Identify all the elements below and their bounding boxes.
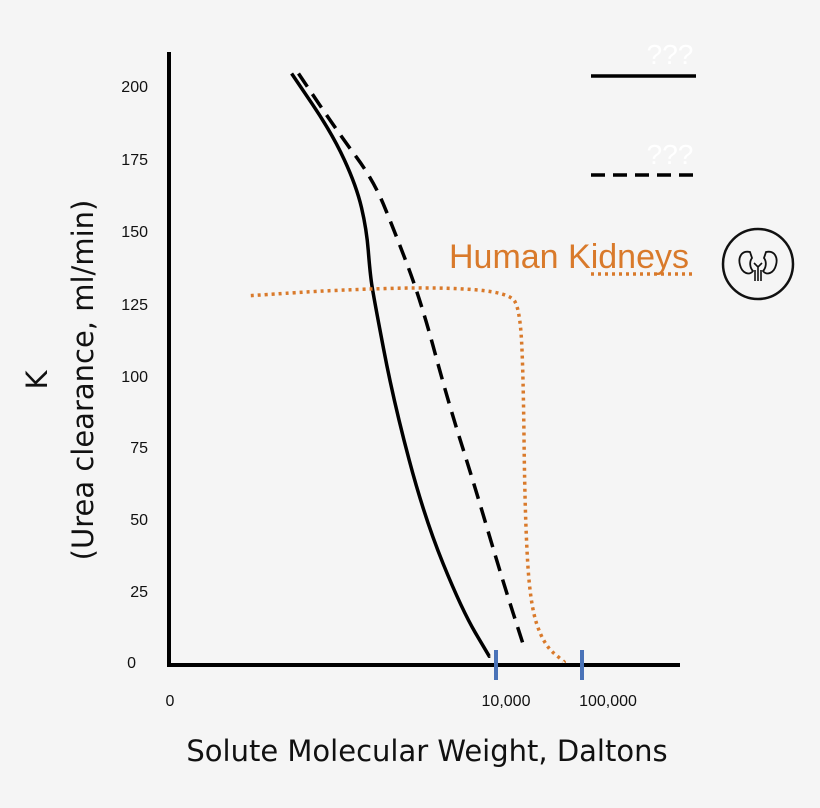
y-tick-label: 175 bbox=[121, 152, 148, 169]
y-tick-label: 150 bbox=[121, 224, 148, 241]
kidney-icon bbox=[721, 227, 795, 301]
y-axis-title-line1: K bbox=[20, 370, 54, 390]
x-tick-label: 0 bbox=[166, 693, 175, 710]
x-tick-label: 10,000 bbox=[482, 693, 531, 710]
y-tick-label: 200 bbox=[121, 79, 148, 96]
y-tick-labels: 200 175 150 125 100 75 50 25 0 bbox=[121, 79, 148, 672]
y-axis-title-group: K (Urea clearance, ml/min) bbox=[20, 200, 100, 561]
legend-label-solid: ??? bbox=[647, 39, 694, 70]
y-tick-label: 25 bbox=[130, 584, 148, 601]
legend-label-human-kidneys: Human Kidneys bbox=[449, 238, 689, 276]
y-tick-label: 75 bbox=[130, 440, 148, 457]
series-line-dashed bbox=[297, 72, 526, 647]
legend: ??? ??? Human Kidneys bbox=[449, 39, 795, 301]
x-tick-label: 100,000 bbox=[579, 693, 637, 710]
y-axis-title-line2: (Urea clearance, ml/min) bbox=[66, 200, 100, 561]
x-axis-title: Solute Molecular Weight, Daltons bbox=[186, 734, 667, 768]
y-tick-label: 125 bbox=[121, 297, 148, 314]
y-tick-label: 50 bbox=[130, 512, 148, 529]
series-line-solid bbox=[290, 72, 491, 658]
legend-label-dashed: ??? bbox=[647, 139, 694, 170]
y-tick-label: 0 bbox=[127, 655, 136, 672]
y-tick-label: 100 bbox=[121, 369, 148, 386]
